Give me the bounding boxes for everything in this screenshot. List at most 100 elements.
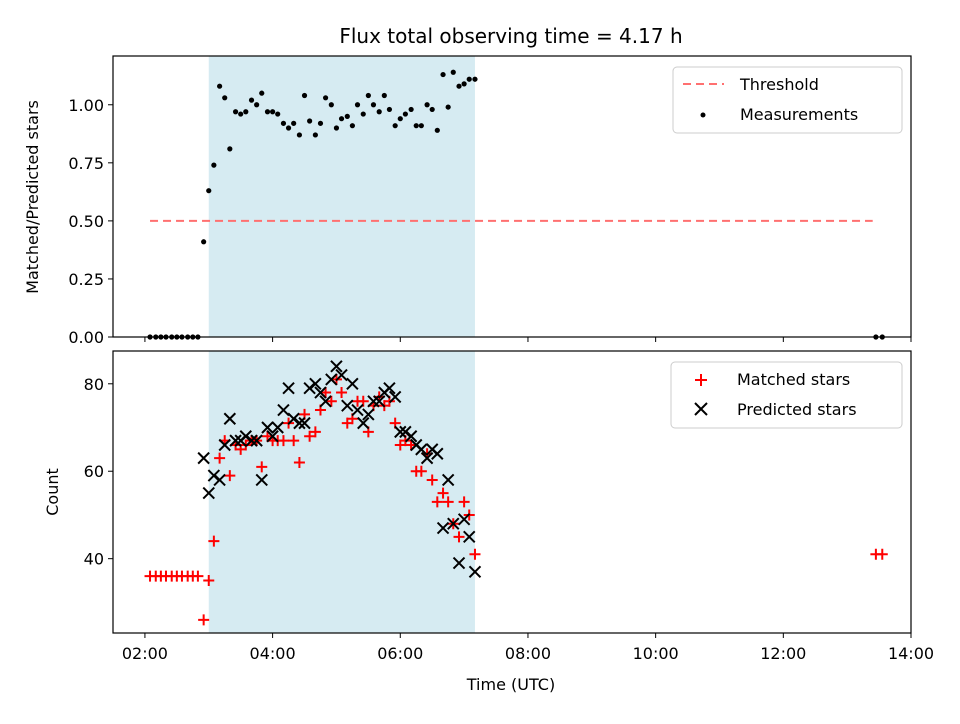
predicted-stars-point xyxy=(218,438,231,452)
matched-stars-point xyxy=(453,531,465,543)
measurement-point xyxy=(317,120,324,126)
measurement-point xyxy=(381,92,387,99)
legend-measurements-swatch xyxy=(700,112,706,118)
measurement-point xyxy=(413,123,419,129)
predicted-stars-point xyxy=(383,381,396,395)
chart-title: Flux total observing time = 4.17 h xyxy=(339,24,682,48)
bottom-y-tick-label: 60 xyxy=(84,462,104,481)
predicted-stars-point xyxy=(266,430,279,443)
predicted-stars-point xyxy=(367,395,380,408)
predicted-stars-point xyxy=(436,521,450,535)
predicted-stars-point xyxy=(341,399,354,412)
predicted-stars-point xyxy=(298,416,311,430)
measurement-point xyxy=(461,81,467,87)
matched-stars-point xyxy=(192,570,204,582)
measurement-point xyxy=(466,76,472,82)
measurement-point xyxy=(227,146,233,152)
matched-stars-point xyxy=(415,465,427,477)
measurement-point xyxy=(429,106,435,113)
predicted-stars-point xyxy=(463,530,476,544)
measurement-point xyxy=(206,188,212,194)
matched-stars-point xyxy=(320,387,332,399)
measurement-point xyxy=(254,102,260,108)
bottom-legend-box xyxy=(670,361,903,429)
legend-matched-label: Matched stars xyxy=(737,370,850,389)
legend-predicted-marker xyxy=(694,402,708,416)
measurement-point xyxy=(386,106,393,113)
measurement-point xyxy=(349,123,355,129)
legend-matched-marker xyxy=(695,374,707,386)
measurement-point xyxy=(440,71,446,78)
measurement-point xyxy=(322,95,329,101)
measurement-point xyxy=(232,109,239,115)
measurement-point xyxy=(259,90,265,96)
predicted-stars-point xyxy=(202,486,215,500)
measurement-point xyxy=(445,104,451,110)
predicted-stars-point xyxy=(431,447,444,460)
legend-predicted-swatch xyxy=(694,402,708,416)
measurement-point xyxy=(248,97,255,103)
measurement-point xyxy=(450,69,456,75)
measurement-point xyxy=(456,83,462,89)
matched-stars-point xyxy=(458,496,470,508)
predicted-stars-point xyxy=(373,395,386,408)
matched-stars-point xyxy=(256,461,268,473)
predicted-stars-point xyxy=(277,403,290,417)
measurement-point xyxy=(333,125,340,131)
x-tick-label: 02:00 xyxy=(122,644,168,663)
predicted-stars-point xyxy=(255,473,268,487)
measurement-point xyxy=(370,102,377,108)
measurement-point xyxy=(418,123,424,129)
predicted-stars-point xyxy=(325,373,338,386)
measurement-point xyxy=(392,123,398,129)
measurement-point xyxy=(376,109,382,115)
measurement-point xyxy=(354,102,361,108)
matched-stars-point xyxy=(442,496,454,508)
top-y-axis-label: Matched/Predicted stars xyxy=(23,100,42,294)
measurement-point xyxy=(264,109,271,115)
matched-stars-point xyxy=(214,452,226,464)
matched-stars-point xyxy=(431,496,443,508)
legend-threshold-label: Threshold xyxy=(739,75,819,94)
measurement-point xyxy=(211,162,217,168)
measurement-point xyxy=(285,125,292,131)
measurement-point xyxy=(402,111,408,117)
top-y-tick-label: 0.75 xyxy=(68,154,104,173)
measurement-point xyxy=(472,76,478,82)
predicted-stars-point xyxy=(447,517,460,530)
predicted-stars-point xyxy=(420,451,434,465)
matched-stars-point xyxy=(288,435,300,447)
x-tick-label: 04:00 xyxy=(250,644,296,663)
x-tick-label: 14:00 xyxy=(888,644,934,663)
predicted-stars-point xyxy=(452,556,466,570)
predicted-stars-point xyxy=(330,360,343,373)
measurement-point xyxy=(222,95,228,101)
predicted-stars-point xyxy=(415,443,428,456)
predicted-stars-point xyxy=(457,513,471,526)
measurement-point xyxy=(434,127,440,133)
x-tick-label: 12:00 xyxy=(760,644,806,663)
x-tick-label: 06:00 xyxy=(377,644,423,663)
matched-stars-point xyxy=(203,575,215,587)
matched-stars-point xyxy=(304,430,316,442)
predicted-stars-point xyxy=(468,565,482,578)
measurement-point xyxy=(270,109,276,115)
top-legend: Threshold Measurements xyxy=(672,66,903,134)
predicted-stars-point xyxy=(213,473,226,487)
predicted-stars-point xyxy=(229,434,242,447)
measurement-point xyxy=(296,132,303,138)
matched-stars-point xyxy=(336,387,348,399)
measurement-point xyxy=(275,111,281,117)
predicted-stars-point xyxy=(271,421,284,434)
predicted-stars-point xyxy=(314,386,327,399)
top-y-tick-label: 1.00 xyxy=(68,96,104,115)
legend-measurements-label: Measurements xyxy=(740,105,858,124)
top-legend-box xyxy=(672,66,903,134)
measurement-point xyxy=(217,83,223,89)
predicted-stars-point xyxy=(346,377,359,390)
measurement-point xyxy=(344,113,350,119)
matched-stars-point xyxy=(469,548,481,560)
x-tick-label: 08:00 xyxy=(505,644,551,663)
measurement-point xyxy=(408,106,414,113)
